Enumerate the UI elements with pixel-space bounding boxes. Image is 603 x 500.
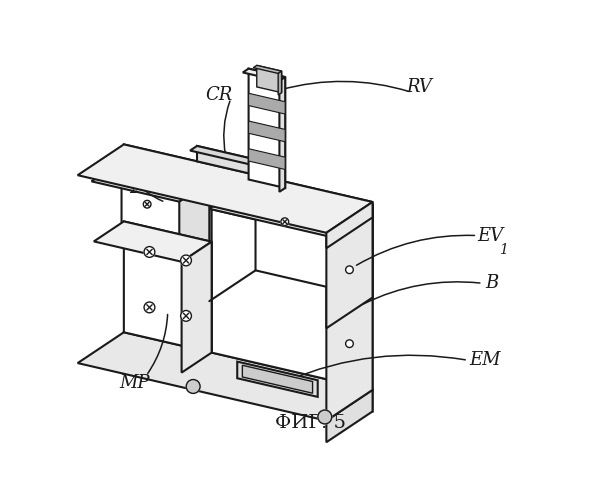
Polygon shape xyxy=(78,144,373,233)
Text: MP: MP xyxy=(119,374,150,392)
Polygon shape xyxy=(197,146,256,175)
Circle shape xyxy=(346,266,353,274)
Polygon shape xyxy=(248,94,285,114)
Polygon shape xyxy=(326,202,373,248)
Polygon shape xyxy=(278,71,282,95)
Polygon shape xyxy=(326,205,373,420)
Polygon shape xyxy=(326,205,373,328)
Polygon shape xyxy=(124,332,373,411)
Polygon shape xyxy=(257,66,282,92)
Polygon shape xyxy=(124,144,373,218)
Text: 2: 2 xyxy=(129,182,138,196)
Polygon shape xyxy=(326,390,373,442)
Text: EV: EV xyxy=(478,226,504,244)
Polygon shape xyxy=(94,222,212,262)
Polygon shape xyxy=(242,366,312,393)
Text: EM: EM xyxy=(470,352,501,370)
Polygon shape xyxy=(256,178,373,298)
Polygon shape xyxy=(78,332,373,420)
Polygon shape xyxy=(122,162,209,244)
Polygon shape xyxy=(179,182,209,264)
Polygon shape xyxy=(243,68,285,81)
Text: CR: CR xyxy=(206,86,233,103)
Polygon shape xyxy=(248,68,285,188)
Polygon shape xyxy=(248,121,285,142)
Polygon shape xyxy=(92,162,209,202)
Polygon shape xyxy=(212,168,373,390)
Circle shape xyxy=(281,218,289,226)
Polygon shape xyxy=(182,242,212,372)
Polygon shape xyxy=(209,178,373,236)
Polygon shape xyxy=(253,66,282,74)
Circle shape xyxy=(318,410,332,424)
Polygon shape xyxy=(248,148,285,170)
Text: B: B xyxy=(485,274,498,292)
Circle shape xyxy=(144,200,151,208)
Circle shape xyxy=(186,380,200,394)
Text: ФИГ. 5: ФИГ. 5 xyxy=(275,414,346,432)
Polygon shape xyxy=(237,362,318,397)
Polygon shape xyxy=(165,168,373,236)
Text: RV: RV xyxy=(406,78,432,96)
Circle shape xyxy=(181,310,191,322)
Polygon shape xyxy=(124,222,212,352)
Polygon shape xyxy=(190,146,256,164)
Text: 1: 1 xyxy=(499,244,508,258)
Circle shape xyxy=(144,246,155,258)
Circle shape xyxy=(346,340,353,347)
Polygon shape xyxy=(279,77,285,192)
Circle shape xyxy=(144,302,155,313)
Text: EV: EV xyxy=(101,165,127,183)
Circle shape xyxy=(181,255,191,266)
